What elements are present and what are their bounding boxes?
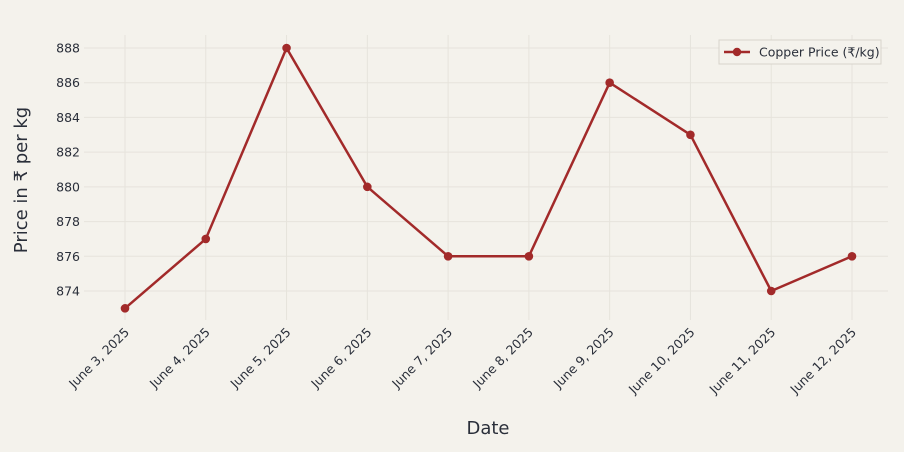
y-tick-label: 876 bbox=[56, 249, 80, 264]
data-point bbox=[766, 286, 776, 296]
data-point bbox=[443, 251, 453, 261]
legend-label: Copper Price (₹/kg) bbox=[759, 45, 880, 60]
y-tick-label: 880 bbox=[56, 179, 80, 194]
legend-marker-swatch bbox=[732, 47, 742, 57]
data-point bbox=[363, 182, 372, 192]
series-layer bbox=[120, 43, 857, 313]
y-tick-label: 884 bbox=[56, 110, 80, 125]
grid-lines bbox=[84, 35, 888, 320]
y-tick-label: 874 bbox=[56, 284, 80, 299]
y-axis-title: Price in ₹ per kg bbox=[11, 107, 32, 253]
data-point bbox=[120, 304, 130, 313]
y-tick-label: 882 bbox=[56, 145, 80, 160]
legend: Copper Price (₹/kg) bbox=[718, 39, 882, 65]
y-tick-labels: 874 876 878 880 882 884 886 888 bbox=[56, 41, 80, 299]
data-point bbox=[686, 130, 695, 140]
x-axis-title: Date bbox=[466, 418, 509, 439]
y-tick-label: 886 bbox=[56, 75, 80, 90]
data-point bbox=[524, 251, 534, 261]
data-point bbox=[847, 251, 857, 261]
data-point bbox=[201, 234, 211, 244]
y-tick-label: 878 bbox=[56, 214, 80, 229]
y-tick-label: 888 bbox=[56, 41, 80, 56]
data-point bbox=[282, 43, 291, 53]
series-line bbox=[124, 46, 853, 310]
data-point bbox=[605, 78, 614, 88]
